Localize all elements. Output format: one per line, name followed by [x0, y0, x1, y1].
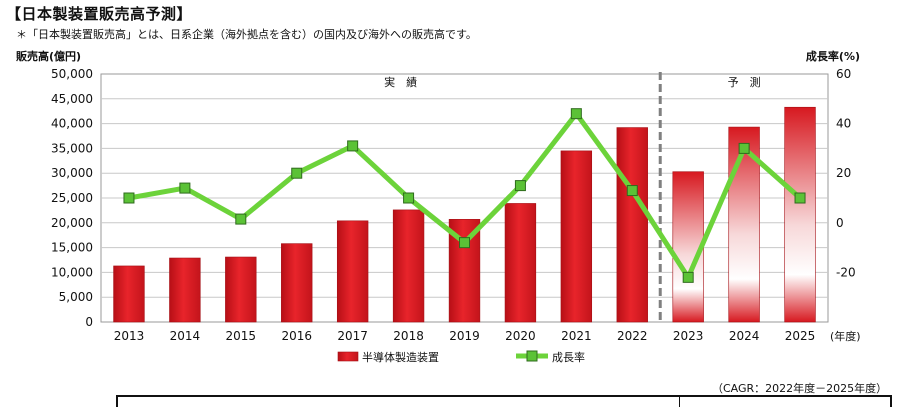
- bar-2016: [281, 243, 313, 323]
- legend-line-label: 成長率: [552, 350, 585, 364]
- y-tick-label: 5,000: [59, 290, 93, 304]
- y2-tick-label: 60: [836, 67, 851, 81]
- y2-axis-title: 成長率(%): [806, 49, 860, 63]
- y-tick-label: 50,000: [51, 67, 93, 81]
- table-frame: [116, 395, 892, 407]
- bar-2015: [225, 256, 257, 323]
- x-tick-label: 2014: [170, 329, 201, 343]
- bar-2020: [504, 203, 537, 323]
- y-tick-label: 45,000: [51, 92, 93, 106]
- y-tick-label: 0: [85, 315, 93, 329]
- chart-note: ＊「日本製装置販売高」とは、日系企業（海外拠点を含む）の国内及び海外への販売高で…: [16, 28, 477, 41]
- x-tick-label: 2015: [226, 329, 257, 343]
- x-tick-label: 2023: [673, 329, 704, 343]
- bar-2014: [169, 257, 201, 323]
- bar-2013: [113, 265, 145, 323]
- growth-marker-2023: [682, 271, 694, 283]
- legend-bar-swatch: [337, 351, 359, 362]
- x-tick-label: 2019: [449, 329, 480, 343]
- bar-2022: [616, 127, 648, 323]
- y2-tick-label: 40: [836, 117, 851, 131]
- growth-marker-2022: [626, 185, 638, 197]
- bar-2018: [392, 209, 425, 323]
- region-label-forecast: 予 測: [728, 75, 761, 89]
- growth-marker-2013: [123, 192, 135, 204]
- x-tick-label: 2025: [785, 329, 816, 343]
- x-tick-label: 2016: [281, 329, 312, 343]
- growth-marker-2016: [291, 167, 303, 179]
- chart-title: 【日本製装置販売高予測】: [6, 5, 193, 23]
- y-tick-label: 40,000: [51, 117, 93, 131]
- growth-marker-2017: [347, 140, 359, 152]
- y-tick-label: 35,000: [51, 141, 93, 155]
- x-tick-label: 2021: [561, 329, 592, 343]
- y2-tick-label: 20: [836, 166, 851, 180]
- x-tick-label: 2017: [337, 329, 368, 343]
- y-tick-label: 30,000: [51, 166, 93, 180]
- y-tick-label: 25,000: [51, 191, 93, 205]
- bar-2021: [560, 150, 593, 323]
- bar-2017: [336, 220, 369, 323]
- y2-tick-label: 0: [836, 216, 844, 230]
- cagr-note: （CAGR：2022年度－2025年度）: [712, 382, 888, 395]
- y-tick-label: 10,000: [51, 265, 93, 279]
- x-tick-label: 2018: [393, 329, 424, 343]
- legend-line-marker: [526, 350, 538, 362]
- growth-marker-2014: [179, 182, 191, 194]
- y2-tick-label: -20: [836, 265, 856, 279]
- growth-marker-2021: [570, 108, 582, 120]
- growth-marker-2020: [514, 180, 526, 192]
- x-axis-unit: (年度): [830, 329, 861, 343]
- x-tick-label: 2020: [505, 329, 536, 343]
- growth-marker-2015: [235, 213, 247, 225]
- x-tick-label: 2022: [617, 329, 648, 343]
- x-tick-label: 2013: [114, 329, 145, 343]
- growth-marker-2018: [403, 192, 415, 204]
- y-tick-label: 20,000: [51, 216, 93, 230]
- bar-2025: [784, 106, 816, 323]
- legend-bar-label: 半導体製造装置: [362, 350, 439, 364]
- y-axis-title: 販売高(億円): [16, 49, 81, 63]
- growth-marker-2019: [459, 237, 470, 249]
- growth-marker-2025: [794, 192, 806, 204]
- region-label-actual: 実 績: [384, 75, 417, 89]
- growth-marker-2024: [738, 142, 750, 154]
- x-tick-label: 2024: [729, 329, 760, 343]
- y-tick-label: 15,000: [51, 241, 93, 255]
